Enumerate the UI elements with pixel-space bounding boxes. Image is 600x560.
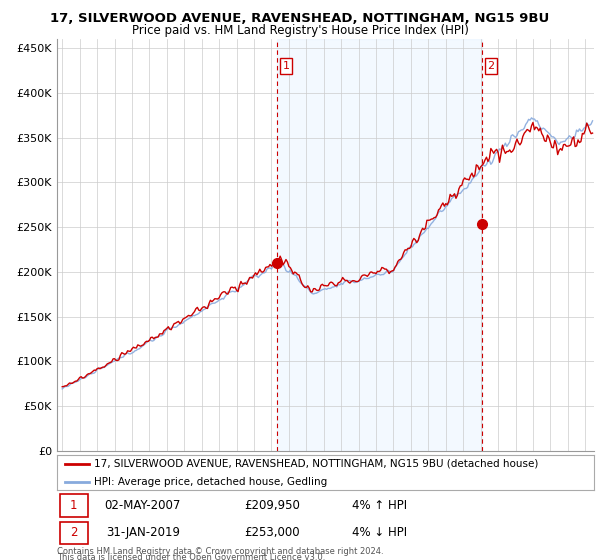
- Text: 17, SILVERWOOD AVENUE, RAVENSHEAD, NOTTINGHAM, NG15 9BU: 17, SILVERWOOD AVENUE, RAVENSHEAD, NOTTI…: [50, 12, 550, 25]
- Text: HPI: Average price, detached house, Gedling: HPI: Average price, detached house, Gedl…: [94, 477, 327, 487]
- Text: 4% ↑ HPI: 4% ↑ HPI: [352, 499, 407, 512]
- Text: Contains HM Land Registry data © Crown copyright and database right 2024.: Contains HM Land Registry data © Crown c…: [57, 547, 383, 556]
- Text: 4% ↓ HPI: 4% ↓ HPI: [352, 526, 407, 539]
- Text: 2: 2: [487, 61, 494, 71]
- Text: 2: 2: [70, 526, 77, 539]
- FancyBboxPatch shape: [59, 494, 88, 517]
- FancyBboxPatch shape: [59, 522, 88, 544]
- Text: Price paid vs. HM Land Registry's House Price Index (HPI): Price paid vs. HM Land Registry's House …: [131, 24, 469, 36]
- Text: £253,000: £253,000: [244, 526, 299, 539]
- Text: This data is licensed under the Open Government Licence v3.0.: This data is licensed under the Open Gov…: [57, 553, 325, 560]
- Bar: [277, 39, 482, 451]
- Text: £209,950: £209,950: [244, 499, 300, 512]
- Text: 17, SILVERWOOD AVENUE, RAVENSHEAD, NOTTINGHAM, NG15 9BU (detached house): 17, SILVERWOOD AVENUE, RAVENSHEAD, NOTTI…: [94, 459, 538, 469]
- Text: 31-JAN-2019: 31-JAN-2019: [106, 526, 180, 539]
- Text: 1: 1: [70, 499, 77, 512]
- Text: 1: 1: [283, 61, 289, 71]
- Text: 02-MAY-2007: 02-MAY-2007: [105, 499, 181, 512]
